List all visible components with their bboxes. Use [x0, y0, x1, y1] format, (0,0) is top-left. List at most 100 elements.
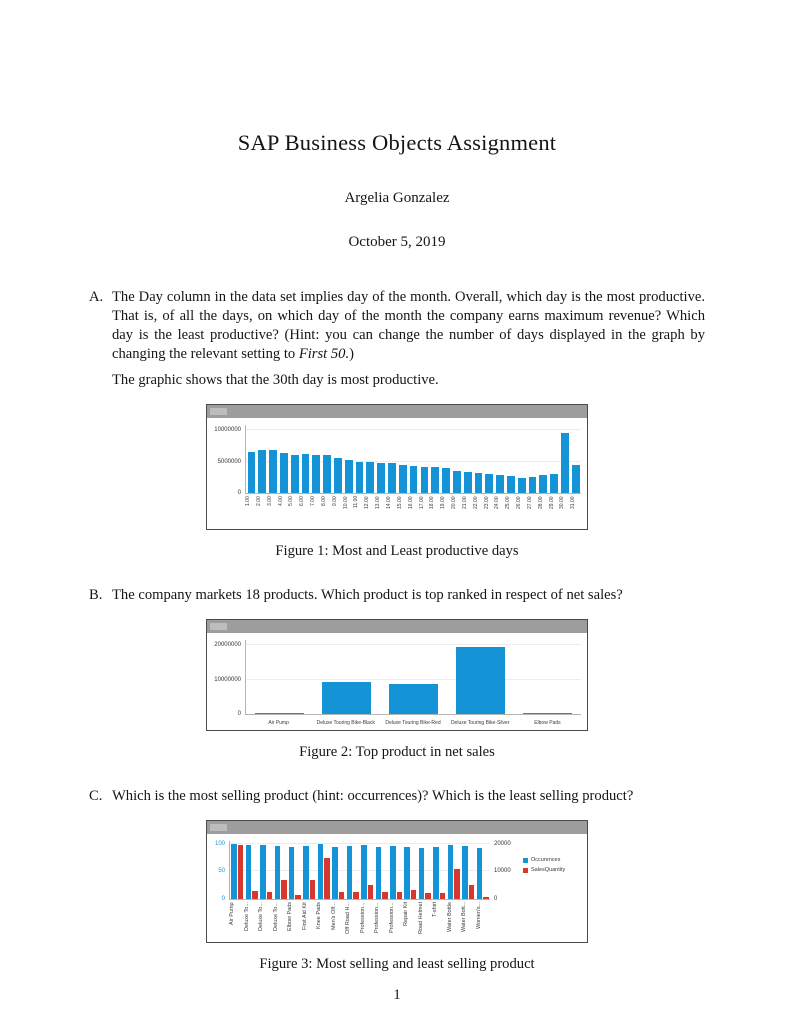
- x-tick-label: 1.00: [245, 496, 251, 506]
- figure-3-caption: Figure 3: Most selling and least selling…: [259, 956, 535, 972]
- bar: [398, 464, 407, 493]
- legend: Occurences SalesQuantity: [518, 841, 581, 873]
- x-tick-label: 18.00: [429, 496, 436, 509]
- question-b-label: B.: [89, 587, 103, 603]
- bar: [476, 848, 483, 899]
- x-tick-label: 20.00: [451, 496, 458, 509]
- figure-1: 0 5000000 10000000 1.00 2.00 3.00 4.00 5.00 6.00…: [206, 404, 588, 560]
- bar-group: [418, 847, 432, 899]
- bar-group: [302, 845, 316, 899]
- x-tick-label: Women's...: [475, 902, 482, 930]
- figure-2-chart: 0 10000000 20000000 Air Pump Deluxe Touring …: [207, 633, 587, 730]
- x-tick-label: 21.00: [461, 496, 468, 509]
- chart-titlebar: [207, 620, 587, 633]
- bar: [452, 470, 461, 493]
- x-axis-labels: 1.00 2.00 3.00 4.00 5.00 6.00 7.00 8.00 9.00 10.0…: [245, 494, 581, 526]
- bar: [355, 461, 364, 493]
- bar: [366, 462, 375, 493]
- bar: [409, 465, 418, 493]
- gridline: [230, 870, 490, 872]
- y-axis-left: 0 50 100: [209, 840, 229, 902]
- bar: [462, 845, 468, 899]
- bar: [410, 890, 417, 899]
- author: Argelia Gonzalez: [344, 190, 450, 206]
- bar-group: [268, 450, 279, 493]
- bar-group: [538, 475, 549, 493]
- bar: [485, 474, 494, 493]
- bar: [474, 473, 483, 493]
- date: October 5, 2019: [348, 234, 446, 250]
- x-axis-labels: Air Pump Deluxe Touring Bike-Black Deluxe …: [245, 715, 581, 727]
- bar: [301, 453, 310, 493]
- document-page: SAP Business Objects Assignment Argelia …: [89, 0, 705, 973]
- y-tick-label: 10000000: [214, 427, 241, 434]
- x-tick-label: Elbow Pads: [287, 902, 293, 932]
- bar: [418, 847, 425, 899]
- question-a-label: A.: [89, 289, 104, 305]
- bar: [317, 844, 324, 899]
- bar-group: [475, 848, 489, 899]
- bar-group: [360, 845, 374, 899]
- question-a: A. The Day column in the data set implie…: [89, 288, 705, 390]
- x-tick-label: First Aid Kit: [301, 902, 308, 930]
- bar-group: [374, 846, 388, 899]
- bar: [389, 684, 438, 714]
- bar-group: [311, 455, 322, 493]
- plot-area: 1.00 2.00 3.00 4.00 5.00 6.00 7.00 8.00 9.00 10.0…: [245, 425, 581, 526]
- x-tick-label: 22.00: [472, 496, 479, 509]
- bar-group: [331, 847, 345, 899]
- x-tick-label: 17.00: [418, 496, 425, 509]
- chart-canvas: 0 5000000 10000000 1.00 2.00 3.00 4.00 5.00 6.00…: [207, 418, 587, 529]
- x-tick-label: 26.00: [516, 496, 523, 509]
- bar-group: [376, 462, 387, 493]
- bar-group: [259, 844, 273, 899]
- figure-1-frame: 0 5000000 10000000 1.00 2.00 3.00 4.00 5.00 6.00…: [206, 404, 588, 530]
- bar-group: [441, 468, 452, 493]
- y-tick-label: 0: [237, 490, 241, 496]
- bar-group: [354, 461, 365, 493]
- plot: [229, 841, 490, 900]
- bar-group: [289, 454, 300, 493]
- bar: [528, 477, 537, 493]
- x-tick-label: Deluxe To...: [258, 902, 264, 931]
- bar: [322, 682, 371, 714]
- bar: [323, 455, 331, 493]
- bar: [279, 453, 288, 493]
- chart-titlebar: [207, 405, 587, 418]
- plot: [245, 640, 581, 715]
- question-c-label: C.: [89, 788, 103, 804]
- bar: [266, 891, 273, 899]
- bar-group: [408, 465, 419, 493]
- x-tick-label: Profession...: [359, 902, 366, 933]
- question-a-text-italic: First 50.: [298, 346, 350, 362]
- bar: [456, 646, 505, 714]
- bar-group: [495, 474, 506, 493]
- bar-group: [273, 845, 287, 899]
- legend-item: Occurences: [523, 857, 581, 863]
- bar: [324, 857, 330, 899]
- bar: [382, 892, 388, 899]
- bar-group: [462, 472, 473, 493]
- x-tick-label: 9.00: [331, 496, 338, 506]
- y-tick-label: 100: [214, 840, 225, 847]
- x-tick-label: 25.00: [505, 496, 512, 509]
- bar: [483, 896, 489, 899]
- bar: [303, 845, 309, 899]
- bar-group: [461, 845, 475, 899]
- bar: [346, 845, 353, 899]
- x-tick-label: 8.00: [320, 496, 327, 506]
- bar-group: [430, 466, 441, 493]
- x-tick-label: 2.00: [255, 496, 262, 506]
- bar: [281, 879, 287, 899]
- y-tick-label: 5000000: [217, 458, 241, 465]
- y-tick-label: 10000000: [214, 676, 241, 683]
- bar-group: [527, 477, 538, 493]
- bar: [353, 892, 359, 899]
- gridline: [246, 460, 581, 462]
- bar: [269, 450, 277, 493]
- bar-group: [288, 846, 302, 899]
- bar: [252, 890, 258, 899]
- x-tick-label: 28.00: [537, 496, 544, 509]
- figure-3-frame: 0 50 100 Air Pump Deluxe To... Deluxe To... De…: [206, 820, 588, 943]
- bar: [309, 879, 316, 899]
